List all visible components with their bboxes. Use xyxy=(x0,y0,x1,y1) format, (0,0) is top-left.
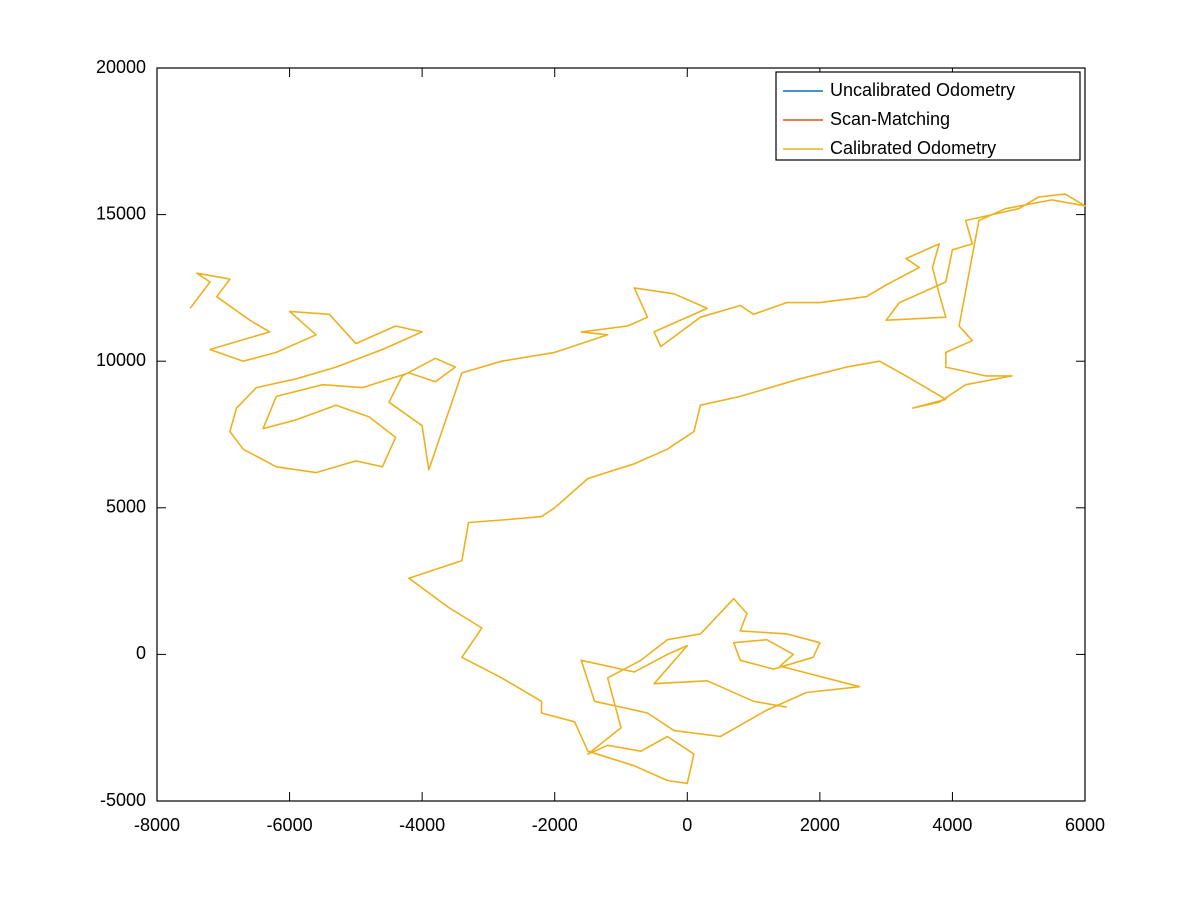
series-line xyxy=(189,193,1086,785)
x-tick-label: 4000 xyxy=(932,815,972,835)
legend-label: Uncalibrated Odometry xyxy=(830,80,1015,100)
x-tick-label: -2000 xyxy=(532,815,578,835)
y-tick-label: 5000 xyxy=(106,497,146,517)
y-tick-label: 15000 xyxy=(96,203,146,223)
y-tick-label: 20000 xyxy=(96,57,146,77)
y-tick-label: 10000 xyxy=(96,350,146,370)
x-tick-label: 6000 xyxy=(1065,815,1105,835)
y-tick-label: 0 xyxy=(136,643,146,663)
y-tick-label: -5000 xyxy=(100,790,146,810)
legend-box xyxy=(775,71,1081,161)
legend-label: Scan-Matching xyxy=(830,109,950,129)
plot-box xyxy=(156,67,1086,802)
x-tick-label: -6000 xyxy=(267,815,313,835)
x-tick-label: -8000 xyxy=(134,815,180,835)
x-tick-label: 2000 xyxy=(800,815,840,835)
x-tick-label: -4000 xyxy=(399,815,445,835)
legend-label: Calibrated Odometry xyxy=(830,138,996,158)
x-tick-label: 0 xyxy=(682,815,692,835)
